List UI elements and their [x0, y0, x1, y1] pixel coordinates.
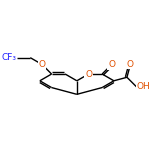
Text: O: O [108, 60, 115, 69]
Text: CF₃: CF₃ [2, 53, 17, 62]
Text: O: O [85, 69, 92, 79]
Text: O: O [127, 60, 134, 69]
Text: O: O [38, 60, 45, 69]
Text: OH: OH [136, 82, 150, 91]
